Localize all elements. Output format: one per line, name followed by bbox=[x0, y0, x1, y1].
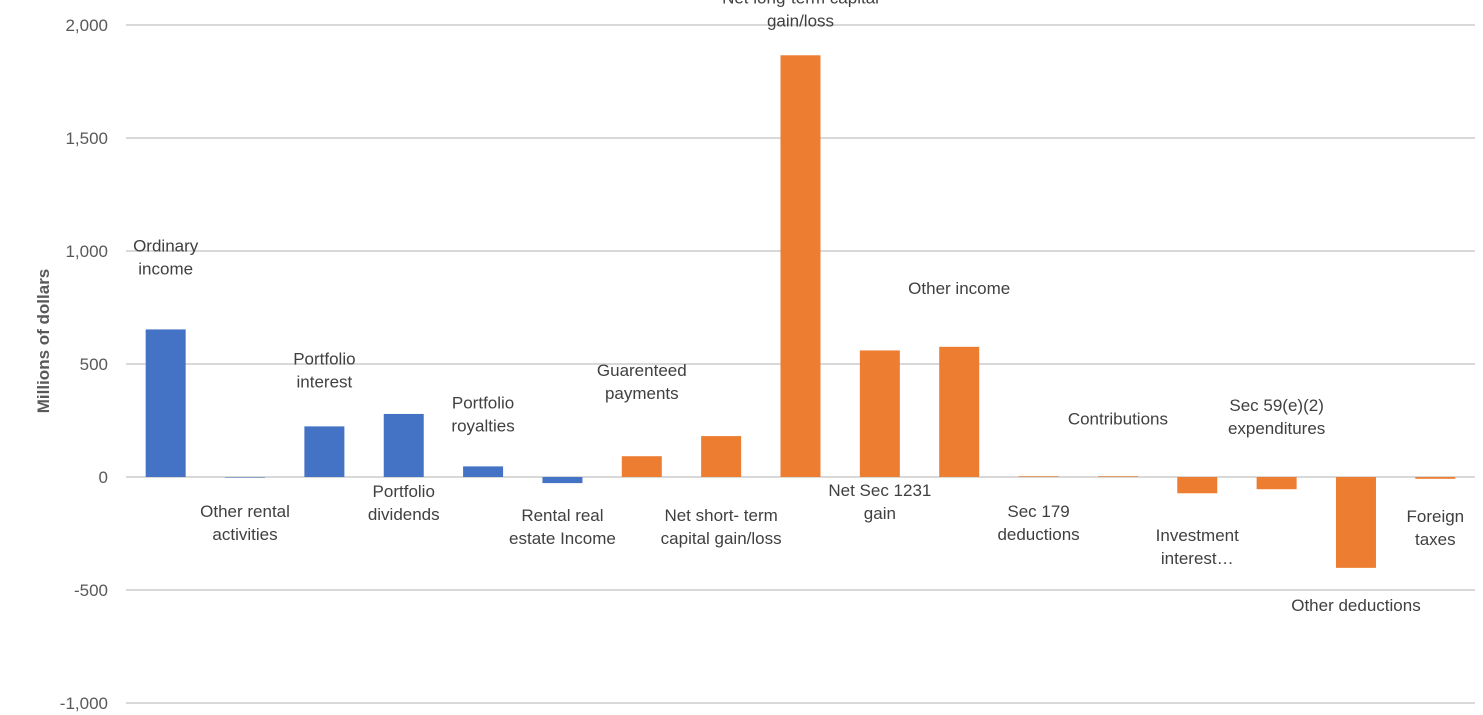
category-label: Net long-term capital bbox=[722, 0, 879, 7]
bar bbox=[145, 329, 186, 477]
category-label: royalties bbox=[451, 416, 514, 435]
y-tick-label: 1,000 bbox=[65, 242, 108, 261]
category-label: capital gain/loss bbox=[661, 529, 782, 548]
category-label: Portfolio bbox=[373, 482, 435, 501]
category-label: estate Income bbox=[509, 529, 616, 548]
bar bbox=[859, 350, 900, 477]
y-tick-label: 0 bbox=[99, 468, 108, 487]
bar bbox=[383, 413, 424, 477]
category-label: income bbox=[138, 259, 193, 278]
bar bbox=[1335, 477, 1376, 568]
y-tick-label: -500 bbox=[74, 581, 108, 600]
category-label: gain/loss bbox=[767, 11, 834, 30]
category-label: Portfolio bbox=[452, 393, 514, 412]
category-label: Other income bbox=[908, 279, 1010, 298]
category-label: Contributions bbox=[1068, 409, 1168, 428]
category-label: Ordinary bbox=[133, 236, 199, 255]
category-label: Portfolio bbox=[293, 349, 355, 368]
y-axis-ticks: 2,000 1,500 1,000 500 0 -500 -1,000 bbox=[60, 16, 108, 713]
y-axis-label: Millions of dollars bbox=[34, 269, 53, 414]
category-label: deductions bbox=[997, 525, 1079, 544]
category-label: expenditures bbox=[1228, 419, 1325, 438]
y-tick-label: -1,000 bbox=[60, 694, 108, 713]
bar bbox=[1097, 476, 1138, 477]
bar bbox=[304, 426, 345, 477]
category-label: Foreign bbox=[1407, 507, 1465, 526]
category-label: gain bbox=[864, 504, 896, 523]
bar bbox=[701, 436, 742, 477]
bar bbox=[463, 466, 504, 477]
bar bbox=[939, 346, 980, 477]
bar bbox=[1256, 477, 1297, 490]
category-label: payments bbox=[605, 384, 679, 403]
category-labels: Ordinary income Other rental activities Port… bbox=[133, 0, 1464, 615]
bar bbox=[225, 477, 266, 478]
category-label: Guarenteed bbox=[597, 361, 687, 380]
category-label: dividends bbox=[368, 505, 440, 524]
bar bbox=[780, 55, 821, 478]
bar bbox=[621, 456, 662, 477]
y-tick-label: 1,500 bbox=[65, 129, 108, 148]
category-label: Rental real bbox=[521, 506, 603, 525]
category-label: Other rental bbox=[200, 502, 290, 521]
bar bbox=[542, 477, 583, 484]
bar bbox=[1415, 477, 1456, 479]
category-label: Net short- term bbox=[664, 506, 777, 525]
category-label: interest… bbox=[1161, 549, 1234, 568]
category-label: Sec 59(e)(2) bbox=[1229, 396, 1323, 415]
y-tick-label: 2,000 bbox=[65, 16, 108, 35]
category-label: activities bbox=[212, 525, 277, 544]
category-label: Net Sec 1231 bbox=[828, 481, 931, 500]
category-label: interest bbox=[297, 372, 353, 391]
bar bbox=[1018, 476, 1059, 477]
bar bbox=[1177, 477, 1218, 494]
bars bbox=[145, 55, 1456, 568]
y-tick-label: 500 bbox=[80, 355, 108, 374]
category-label: taxes bbox=[1415, 530, 1456, 549]
category-label: Sec 179 bbox=[1007, 502, 1069, 521]
category-label: Investment bbox=[1156, 526, 1239, 545]
category-label: Other deductions bbox=[1291, 596, 1420, 615]
